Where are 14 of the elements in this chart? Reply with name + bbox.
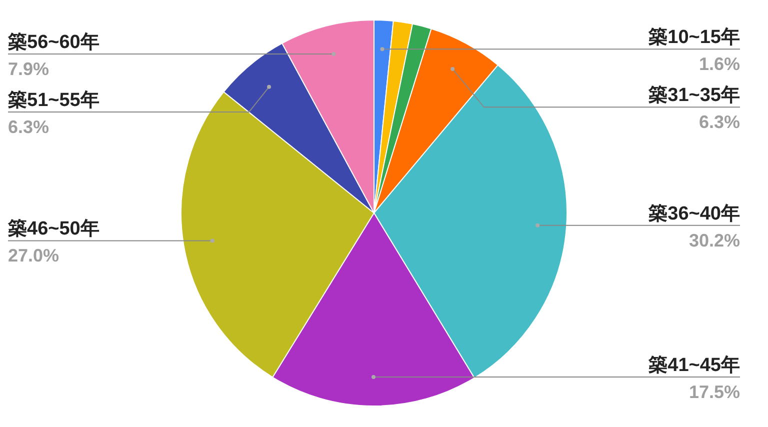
data-label: 1.6% xyxy=(698,54,740,74)
slice-label: 築41~45年 xyxy=(648,355,740,376)
slice-label: 築10~15年 xyxy=(648,27,740,48)
data-label: 27.0% xyxy=(8,246,60,266)
data-label: 6.3% xyxy=(8,116,50,137)
slice-label: 築31~35年 xyxy=(648,85,740,106)
slice-label: 築51~55年 xyxy=(7,90,100,111)
data-label: 6.3% xyxy=(698,112,740,132)
slice-label: 築36~40年 xyxy=(648,203,740,224)
slice-label: 築46~50年 xyxy=(7,218,100,240)
slice-label: 築56~60年 xyxy=(7,32,100,53)
data-label: 30.2% xyxy=(688,230,740,250)
data-label: 17.5% xyxy=(688,382,740,402)
data-label: 7.9% xyxy=(8,58,50,79)
